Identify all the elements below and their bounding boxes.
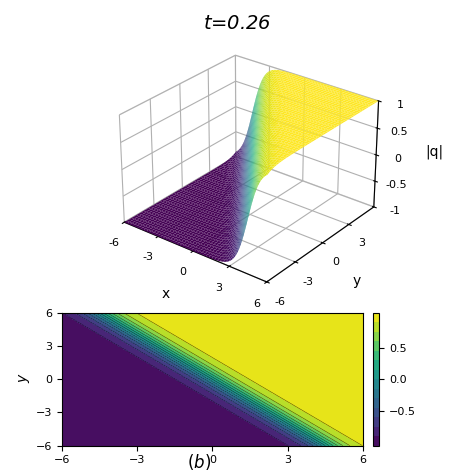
X-axis label: x: x [162, 287, 170, 301]
Y-axis label: y: y [353, 274, 361, 288]
Y-axis label: y: y [16, 375, 30, 383]
Text: $t$=0.26: $t$=0.26 [203, 14, 271, 33]
X-axis label: x: x [208, 471, 217, 474]
Text: $\mathit{(b)}$: $\mathit{(b)}$ [187, 452, 211, 472]
